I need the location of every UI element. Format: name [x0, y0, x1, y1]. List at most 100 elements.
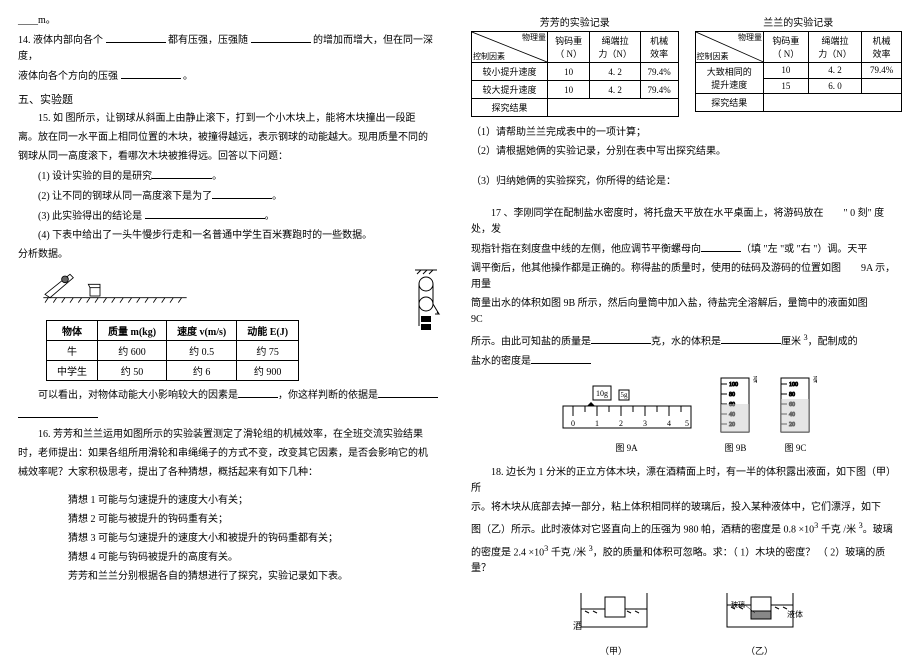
fig9b: 毫升 100 80 60 40 20 图 9B [715, 374, 757, 454]
g4: 猜想 4 可能与钩码被提升的高度有关。 [68, 550, 449, 566]
t: 克，水的体积是 [651, 336, 721, 347]
c: 6. 0 [808, 78, 861, 94]
c: 10 [548, 81, 590, 99]
t: 。 [183, 71, 193, 82]
c: 约 600 [98, 341, 167, 361]
t: 物理量 [738, 32, 762, 43]
ramp-svg [40, 266, 190, 306]
svg-text:5g: 5g [620, 391, 628, 399]
fig9c: 毫升 100 80 60 40 20 图 9C [775, 374, 817, 454]
svg-text:80: 80 [789, 392, 795, 398]
svg-text:毫升: 毫升 [753, 375, 757, 384]
c: 约 75 [237, 341, 299, 361]
cup-svg: 玻璃 液体 [715, 583, 805, 639]
exp-tables: 芳芳的实验记录 控制因素物理量 钩码重（ N）绳端拉力（N）机械效率 较小提升速… [471, 14, 902, 117]
c: 较大提升速度 [472, 81, 548, 99]
section5: 五、实验题 [18, 91, 449, 107]
h: 速度 v(m/s) [167, 321, 237, 341]
g1: 猜想 1 可能与匀速提升的速度大小有关； [68, 493, 449, 509]
c: 探究结果 [695, 94, 764, 112]
t: 液体向各个方向的压强 [18, 71, 118, 82]
q18a: 18. 边长为 1 分米的正立方体木块，漂在酒精面上时，有一半的体积露出液面，如… [471, 465, 902, 497]
c: 约 900 [237, 361, 299, 381]
c [548, 99, 679, 117]
q15c: 钢球从同一高度滚下，看哪次木块被推得远。回答以下问题： [18, 149, 449, 165]
c [862, 78, 902, 94]
t: 筒量出水的体积如图 9B 所示，然后向量筒中加入盐，待盐完全溶解后，量筒中的液面… [471, 298, 868, 309]
t: 千克 /米 [818, 525, 856, 536]
fig-jia: 酒 （甲） [569, 583, 659, 657]
t: 17 、李刚同学在配制盐水密度时，将托盘天平放在水平桌面上，将游码放在 [491, 208, 824, 219]
cup-svg: 酒 [569, 583, 659, 639]
t: (3) 此实验得出的结论是 [38, 211, 142, 222]
t: 厘米 [781, 336, 801, 347]
ff-title: 芳芳的实验记录 [471, 14, 679, 29]
q18d: 的密度是 2.4 ×103 千克 /米 3，胶的质量和体积可忽略。求：（ 1）木… [471, 542, 902, 577]
t: 14. 液体内部向各个 [18, 35, 103, 46]
c: 探究结果 [472, 99, 548, 117]
q17b: 现指针指在刻度盘中线的左侧，他应调节平衡螺母向（填 "左 "或 "右 "）调。天… [471, 241, 902, 258]
h: 质量 m(kg) [98, 321, 167, 341]
blank [531, 353, 591, 364]
label: 图 9A [557, 441, 697, 454]
fig9a: 10g 5g 012345 图 9A [557, 384, 697, 454]
t: 千克 /米 [548, 547, 586, 558]
q17a: 17 、李刚同学在配制盐水密度时，将托盘天平放在水平桌面上，将游码放在 " 0 … [471, 206, 902, 238]
p1: （1）请帮助兰兰完成表中的一项计算； [471, 125, 902, 141]
right-column: 芳芳的实验记录 控制因素物理量 钩码重（ N）绳端拉力（N）机械效率 较小提升速… [471, 10, 902, 657]
h: 钩码重（ N） [764, 32, 809, 63]
p2: （2）请根据她俩的实验记录，分别在表中写出探究结果。 [471, 144, 902, 160]
c: 牛 [47, 341, 98, 361]
t: 控制因素 [697, 51, 729, 62]
c: 大致相同的提升速度 [695, 63, 764, 94]
svg-text:2: 2 [619, 419, 623, 428]
q18b: 示。将木块从底部去掉一部分，粘上体积相同样的玻璃后，投入某种液体中，它们漂浮，如… [471, 500, 902, 516]
q15b: 离。放在同一水平面上相同位置的木块，被撞得越远，表示钢球的动能越大。现用质量不同… [18, 130, 449, 146]
blank [251, 32, 311, 43]
blank [591, 333, 651, 344]
c: 4. 2 [590, 81, 640, 99]
svg-text:100: 100 [729, 382, 738, 388]
h: 机械效率 [862, 32, 902, 63]
label: （甲） [569, 644, 659, 657]
q15-1: (1) 设计实验的目的是研究。 [38, 168, 449, 185]
q14: 14. 液体内部向各个 都有压强，压强随 的增加而增大，但在同一深度， [18, 32, 449, 65]
t: 所示。由此可知盐的质量是 [471, 336, 591, 347]
svg-text:80: 80 [729, 392, 735, 398]
svg-text:液体: 液体 [787, 609, 803, 619]
h: 绳端拉力（N） [808, 32, 861, 63]
q17e: 所示。由此可知盐的质量是克，水的体积是厘米 3，配制成的 [471, 331, 902, 350]
blank [145, 208, 265, 219]
svg-text:酒: 酒 [572, 621, 582, 631]
c: 约 6 [167, 361, 237, 381]
pulley-figure [409, 266, 443, 339]
q15-4b: 分析数据。 [18, 247, 449, 263]
blank [212, 188, 272, 199]
ruler-svg: 10g 5g 012345 [557, 384, 697, 436]
t: 物理量 [522, 32, 546, 43]
c [764, 94, 902, 112]
c: 10 [764, 63, 809, 79]
q15a: 15. 如 图所示，让钢球从斜面上由静止滚下，打到一个小木块上，能将木块撞出一段… [18, 111, 449, 127]
pulley-svg [409, 266, 443, 336]
svg-text:100: 100 [789, 382, 798, 388]
c: 15 [764, 78, 809, 94]
blank [152, 168, 212, 179]
g3: 猜想 3 可能与匀速提升的速度大小和被提升的钩码重都有关； [68, 531, 449, 547]
beaker-svg: 毫升 100 80 60 40 20 [715, 374, 757, 436]
cup-figures: 酒 （甲） 玻璃 液体 （乙） [471, 583, 902, 657]
t: 图（乙）所示。此时液体对它竖直向上的压强为 980 帕，酒精的密度是 0.8 ×… [471, 525, 814, 536]
t: 控制因素 [473, 51, 505, 62]
q17f: 盐水的密度是 [471, 353, 902, 370]
left-column: ____m。 14. 液体内部向各个 都有压强，压强随 的增加而增大，但在同一深… [18, 10, 449, 657]
svg-text:毫升: 毫升 [813, 375, 817, 384]
svg-text:1: 1 [595, 419, 599, 428]
g2: 猜想 2 可能与被提升的钩码重有关； [68, 512, 449, 528]
t: ，配制成的 [808, 336, 858, 347]
t: 现指针指在刻度盘中线的左侧，他应调节平衡螺母向 [471, 244, 701, 255]
q15-2: (2) 让不同的钢球从同一高度滚下是为了。 [38, 188, 449, 205]
c: 较小提升速度 [472, 63, 548, 81]
t: ，你这样判断的依据是 [278, 390, 378, 401]
q15-after: 可以看出，对物体动能大小影响较大的因素是，你这样判断的依据是 [18, 387, 449, 404]
fig-yi: 玻璃 液体 （乙） [715, 583, 805, 657]
